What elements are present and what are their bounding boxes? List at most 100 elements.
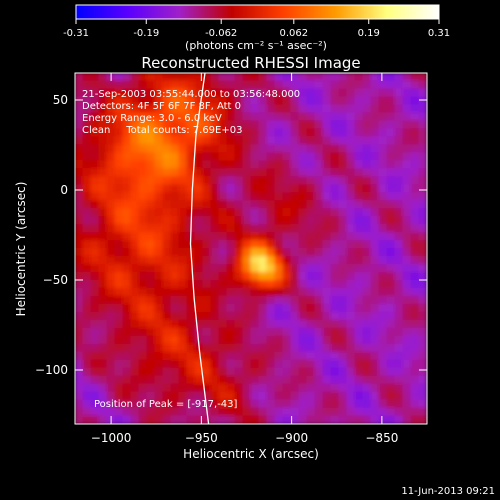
heatmap-cell — [186, 120, 196, 130]
heatmap-cell — [258, 391, 268, 401]
heatmap-cell — [130, 359, 140, 369]
heatmap-cell — [402, 128, 412, 138]
heatmap-cell — [234, 128, 244, 138]
heatmap-cell — [362, 311, 372, 321]
heatmap-cell — [258, 335, 268, 345]
heatmap-cell — [362, 88, 372, 98]
heatmap-cell — [146, 375, 156, 385]
heatmap-cell — [394, 391, 404, 401]
heatmap-cell — [234, 136, 244, 146]
heatmap-cell — [410, 136, 420, 146]
heatmap-cell — [114, 200, 124, 210]
heatmap-cell — [338, 96, 348, 106]
heatmap-cell — [122, 263, 132, 273]
heatmap-cell — [234, 192, 244, 202]
heatmap-cell — [330, 263, 340, 273]
heatmap-cell — [258, 303, 268, 313]
heatmap-cell — [218, 80, 228, 90]
heatmap-cell — [202, 200, 212, 210]
heatmap-cell — [354, 73, 364, 82]
heatmap-cell — [162, 375, 172, 385]
heatmap-cell — [122, 88, 132, 98]
heatmap-cell — [202, 367, 212, 377]
heatmap-cell — [130, 327, 140, 337]
heatmap-cell — [90, 263, 100, 273]
heatmap-cell — [274, 96, 284, 106]
heatmap-cell — [218, 200, 228, 210]
heatmap-cell — [378, 112, 388, 122]
heatmap-cell — [98, 255, 108, 265]
heatmap-cell — [122, 343, 132, 353]
heatmap-cell — [82, 160, 92, 170]
heatmap-cell — [274, 343, 284, 353]
heatmap-cell — [258, 80, 268, 90]
heatmap-cell — [298, 144, 308, 154]
heatmap-cell — [306, 375, 316, 385]
heatmap-cell — [418, 128, 427, 138]
heatmap-cell — [98, 160, 108, 170]
heatmap-cell — [330, 399, 340, 409]
heatmap-cell — [194, 407, 204, 417]
heatmap-cell — [162, 399, 172, 409]
heatmap-cell — [306, 319, 316, 329]
heatmap-cell — [266, 311, 276, 321]
heatmap-cell — [202, 327, 212, 337]
heatmap-cell — [266, 263, 276, 273]
heatmap-cell — [106, 176, 116, 186]
heatmap-cell — [138, 128, 148, 138]
heatmap-cell — [210, 351, 220, 361]
heatmap-cell — [274, 160, 284, 170]
heatmap-cell — [386, 415, 396, 424]
heatmap-cell — [378, 295, 388, 305]
heatmap-cell — [290, 359, 300, 369]
heatmap-cell — [306, 144, 316, 154]
heatmap-cell — [354, 232, 364, 242]
heatmap-cell — [202, 176, 212, 186]
heatmap-cell — [314, 224, 324, 234]
heatmap-cell — [258, 136, 268, 146]
heatmap-cell — [122, 120, 132, 130]
heatmap-cell — [194, 263, 204, 273]
heatmap-cell — [242, 359, 252, 369]
heatmap-cell — [370, 112, 380, 122]
heatmap-cell — [386, 176, 396, 186]
heatmap-cell — [402, 415, 412, 424]
heatmap-cell — [226, 327, 236, 337]
heatmap-cell — [194, 255, 204, 265]
heatmap-cell — [394, 399, 404, 409]
heatmap-cell — [370, 144, 380, 154]
heatmap-cell — [106, 192, 116, 202]
heatmap-cell — [322, 248, 332, 257]
heatmap-cell — [362, 327, 372, 337]
heatmap-cell — [394, 240, 404, 249]
heatmap-cell — [330, 255, 340, 265]
heatmap-cell — [322, 208, 332, 218]
heatmap-cell — [386, 248, 396, 257]
heatmap-cell — [282, 80, 292, 90]
heatmap-cell — [258, 184, 268, 194]
heatmap-cell — [354, 319, 364, 329]
heatmap-cell — [210, 80, 220, 90]
heatmap-cell — [290, 303, 300, 313]
heatmap-cell — [338, 160, 348, 170]
heatmap-cell — [306, 104, 316, 114]
heatmap-cell — [138, 136, 148, 146]
heatmap-cell — [122, 271, 132, 281]
heatmap-cell — [266, 88, 276, 98]
heatmap-cell — [138, 327, 148, 337]
heatmap-cell — [162, 383, 172, 393]
heatmap-cell — [98, 224, 108, 234]
heatmap-cell — [138, 192, 148, 202]
heatmap-cell — [306, 303, 316, 313]
heatmap-cell — [226, 73, 236, 82]
heatmap-cell — [306, 335, 316, 345]
heatmap-cell — [378, 319, 388, 329]
heatmap-cell — [370, 120, 380, 130]
heatmap-cell — [274, 391, 284, 401]
heatmap-cell — [210, 200, 220, 210]
heatmap-cell — [370, 224, 380, 234]
heatmap-cell — [410, 415, 420, 424]
heatmap-cell — [282, 88, 292, 98]
heatmap-cell — [330, 224, 340, 234]
heatmap-cell — [362, 343, 372, 353]
